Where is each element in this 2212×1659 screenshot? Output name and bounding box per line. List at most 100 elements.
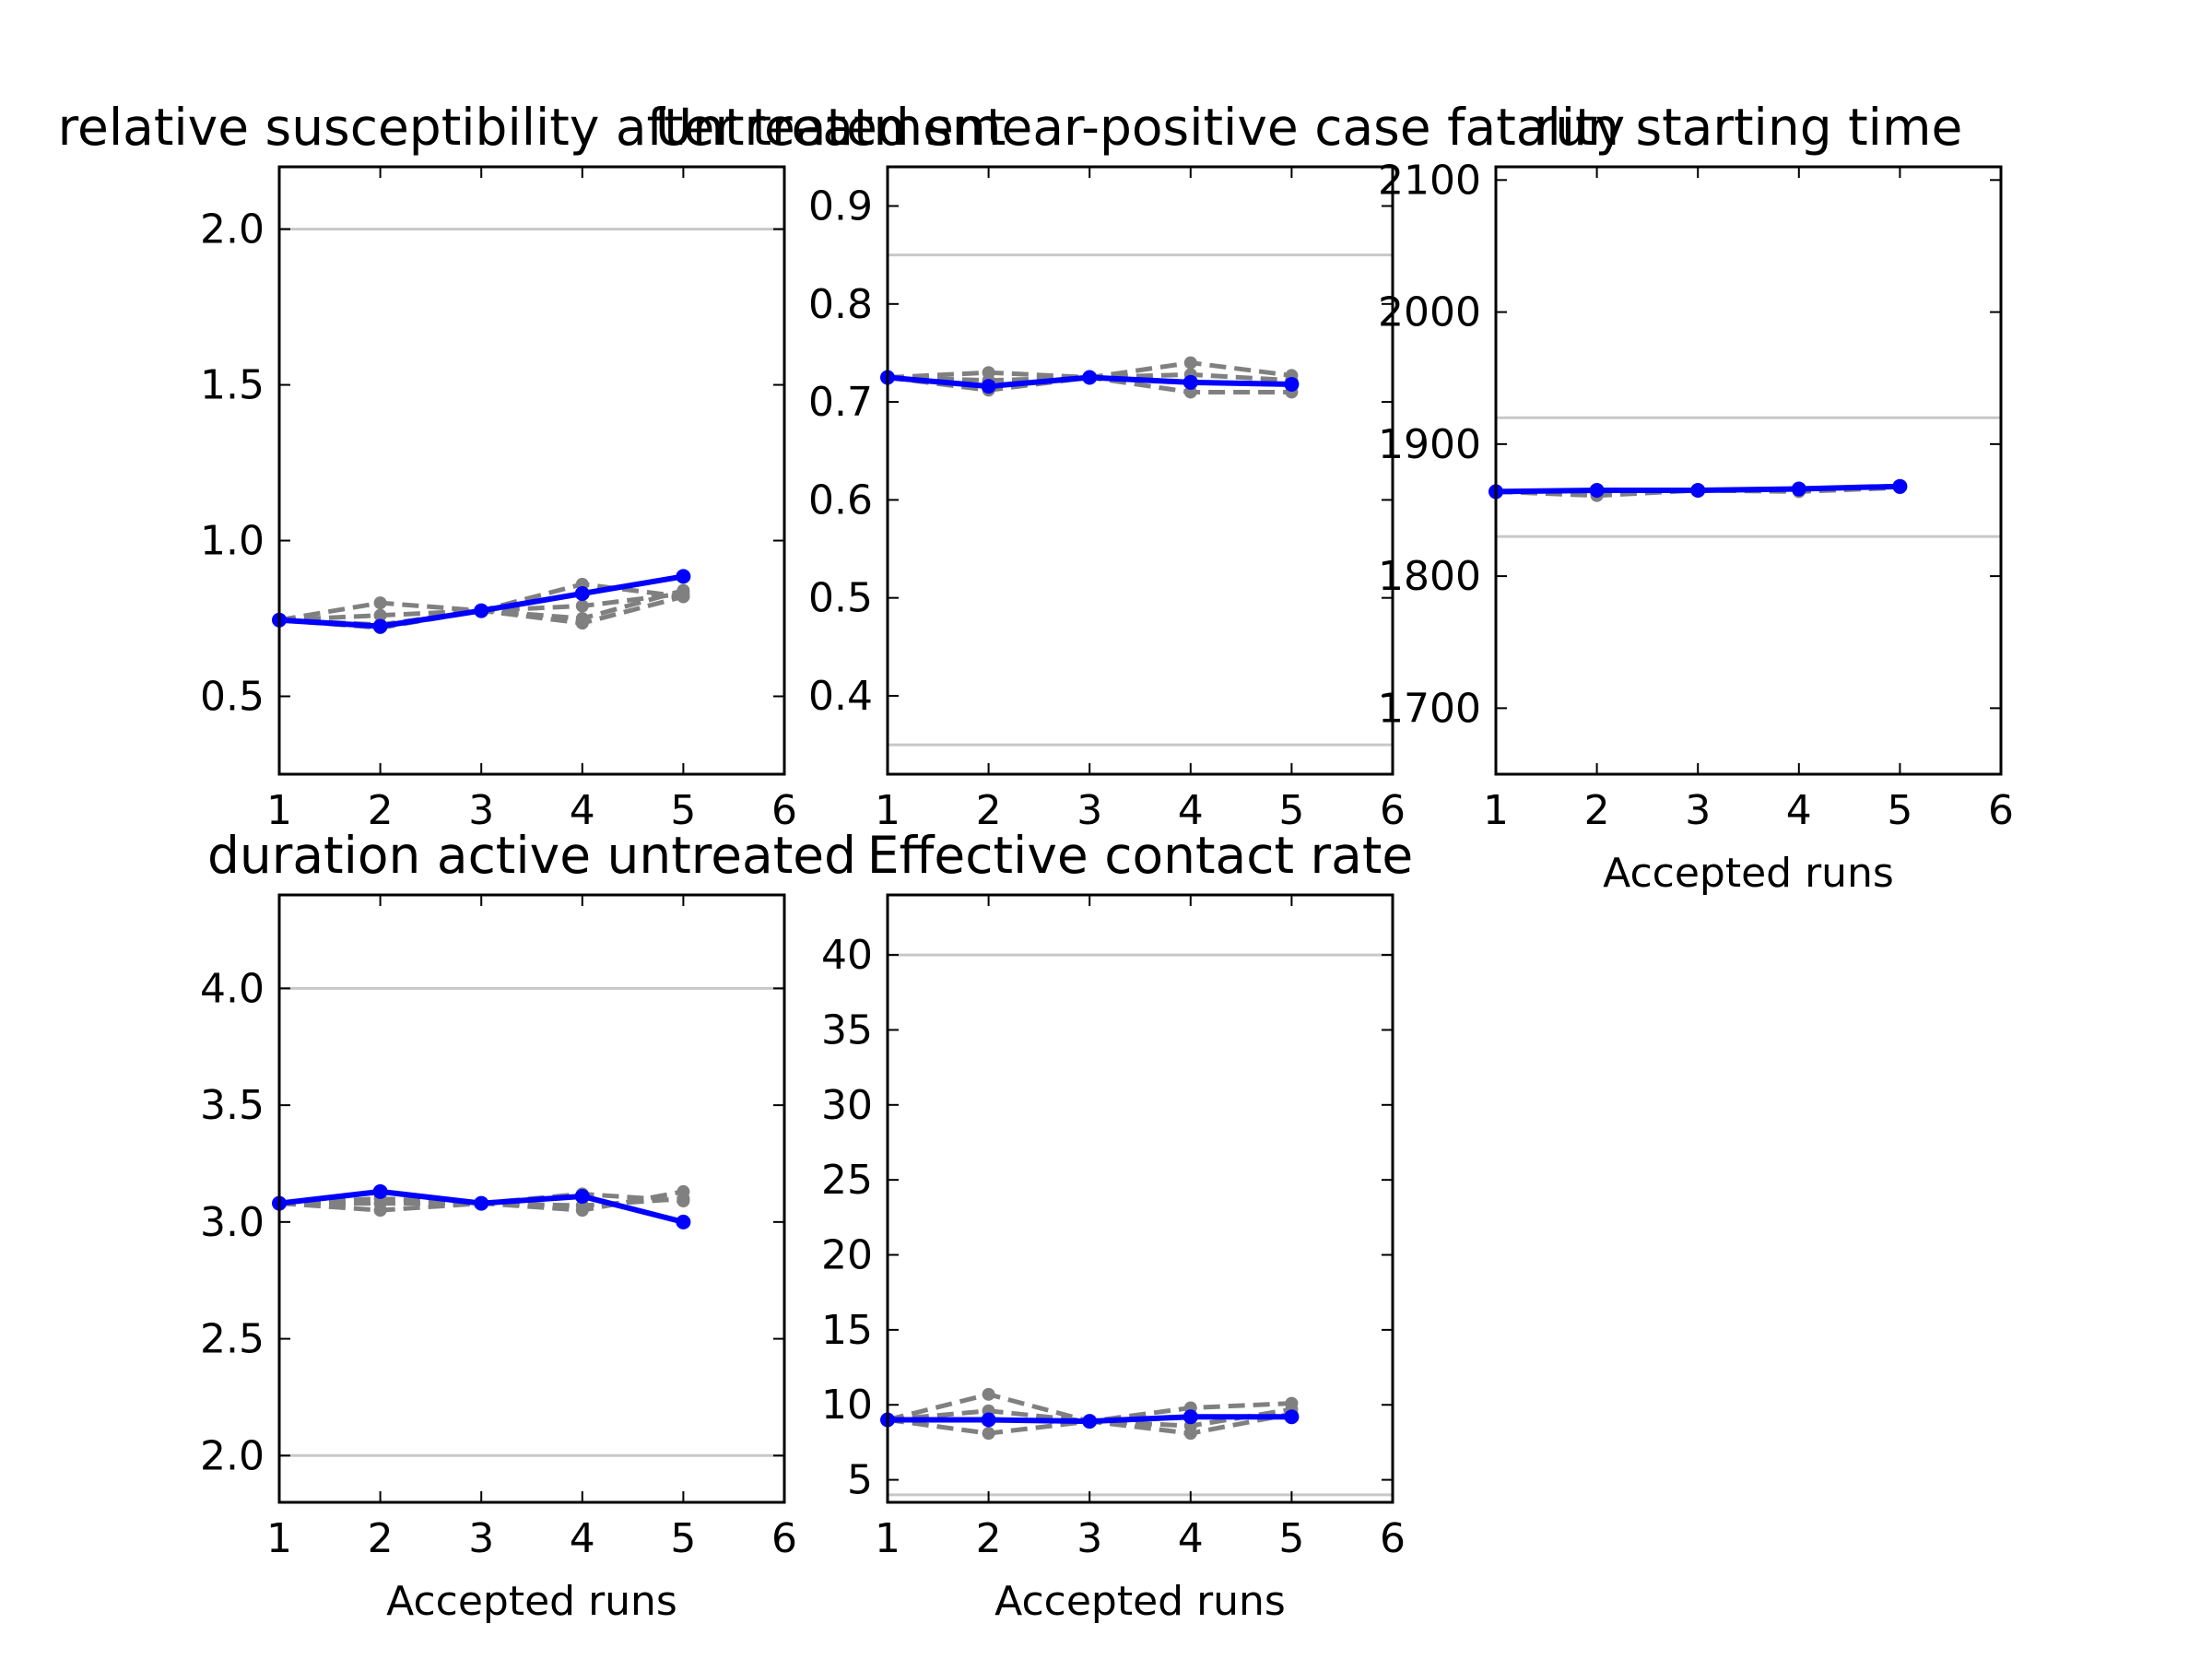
- accepted-point: [372, 1183, 388, 1199]
- panel-5: 1 2 3 4 5 6 5 10 15 20 25 30 35 40 Effective contact r…: [821, 826, 1413, 1625]
- x-tick-label: 1: [875, 1515, 900, 1562]
- x-tick-label: 3: [468, 787, 494, 834]
- y-tick-label: 20: [821, 1232, 873, 1279]
- x-tick-label: 6: [1380, 787, 1406, 834]
- panel-1: 1 2 3 4 5 6 0.5 1.0 1.5 2.0 relative susceptibilit…: [58, 98, 1006, 834]
- panel-3: 1 2 3 4 5 6 1700 1800 1900 2000 2100 run starting t…: [1378, 98, 2014, 897]
- y-tick-label: 2.5: [200, 1316, 265, 1363]
- axes-frame: [886, 165, 1394, 776]
- y-tick-label: 5: [847, 1457, 873, 1504]
- trial-point: [373, 596, 387, 610]
- y-tick-label: 0.6: [808, 477, 873, 524]
- x-tick-label: 6: [1380, 1515, 1406, 1562]
- x-tick-label: 4: [1178, 787, 1204, 834]
- x-tick-label: 2: [1584, 787, 1610, 834]
- y-tick-label: 2.0: [200, 206, 265, 253]
- trial-point: [373, 608, 387, 622]
- accepted-point: [1284, 376, 1300, 392]
- x-tick-label: 1: [266, 787, 292, 834]
- y-tick-label: 2.0: [200, 1432, 265, 1479]
- accepted-point: [981, 1412, 996, 1428]
- axes-frame: [1494, 165, 2003, 776]
- accepted-point: [981, 379, 996, 394]
- panel-title: duration active untreated: [207, 826, 856, 885]
- panel-title: Effective contact rate: [867, 826, 1413, 885]
- x-tick-label: 5: [670, 787, 696, 834]
- accepted-point: [676, 1214, 691, 1230]
- x-tick-label: 5: [1278, 787, 1304, 834]
- y-tick-label: 0.5: [808, 575, 873, 622]
- x-tick-label: 1: [875, 787, 900, 834]
- panel-4: 1 2 3 4 5 6 2.0 2.5 3.0 3.5 4.0 duration active unt…: [200, 826, 856, 1625]
- accepted-point: [1182, 374, 1198, 390]
- y-tick-label: 0.8: [808, 281, 873, 328]
- axes-frame: [277, 893, 786, 1504]
- x-tick-label: 1: [1483, 787, 1509, 834]
- trial-point: [575, 617, 589, 630]
- y-tick-label: 1800: [1378, 553, 1481, 600]
- accepted-point: [1182, 1409, 1198, 1425]
- accepted-point: [676, 569, 691, 584]
- y-tick-label: 3.0: [200, 1199, 265, 1246]
- x-tick-label: 4: [1178, 1515, 1204, 1562]
- y-tick-label: 4.0: [200, 965, 265, 1012]
- x-axis-label: Accepted runs: [386, 1578, 677, 1625]
- y-tick-label: 1900: [1378, 421, 1481, 468]
- accepted-point: [474, 1195, 489, 1211]
- x-tick-label: 4: [1786, 787, 1812, 834]
- panel-title: relative susceptibility after treatment: [58, 98, 1006, 157]
- x-tick-label: 2: [976, 1515, 1002, 1562]
- accepted-point: [1892, 478, 1908, 494]
- y-tick-label: 0.9: [808, 183, 873, 230]
- trial-point: [982, 1387, 995, 1401]
- accepted-point: [1791, 481, 1806, 497]
- x-tick-label: 1: [266, 1515, 292, 1562]
- y-tick-label: 25: [821, 1157, 873, 1204]
- y-tick-label: 10: [821, 1382, 873, 1429]
- x-tick-label: 3: [468, 1515, 494, 1562]
- x-axis-label: Accepted runs: [1603, 850, 1894, 897]
- y-tick-label: 2000: [1378, 289, 1481, 336]
- x-tick-label: 4: [570, 1515, 595, 1562]
- x-tick-label: 3: [1077, 1515, 1102, 1562]
- y-tick-label: 0.4: [808, 673, 873, 720]
- accepted-point: [372, 618, 388, 634]
- accepted-point: [574, 585, 590, 601]
- x-tick-label: 6: [1988, 787, 2014, 834]
- y-tick-label: 40: [821, 932, 873, 979]
- trial-point: [575, 599, 589, 613]
- x-tick-label: 5: [1887, 787, 1912, 834]
- x-axis-label: Accepted runs: [994, 1578, 1286, 1625]
- y-tick-label: 15: [821, 1307, 873, 1354]
- panel-title: run starting time: [1535, 98, 1963, 157]
- x-tick-label: 4: [570, 787, 595, 834]
- axes-frame: [886, 893, 1394, 1504]
- accepted-point: [1284, 1409, 1300, 1425]
- accepted-point: [1082, 1414, 1098, 1430]
- trial-point: [1183, 356, 1197, 370]
- y-tick-label: 3.5: [200, 1082, 265, 1129]
- trial-point: [677, 590, 690, 604]
- x-tick-label: 2: [368, 1515, 394, 1562]
- trial-point: [982, 1427, 995, 1441]
- y-tick-label: 1700: [1378, 685, 1481, 732]
- y-tick-label: 35: [821, 1006, 873, 1053]
- x-tick-label: 5: [1278, 1515, 1304, 1562]
- accepted-point: [574, 1188, 590, 1204]
- y-tick-label: 0.5: [200, 674, 265, 721]
- axes-frame: [277, 165, 786, 776]
- panel-2: 1 2 3 4 5 6 0.4 0.5 0.6 0.7 0.8 0.9 Untreated smear-…: [655, 98, 1625, 834]
- y-tick-label: 1.0: [200, 518, 265, 565]
- accepted-point: [474, 603, 489, 618]
- y-tick-label: 0.7: [808, 379, 873, 426]
- x-tick-label: 2: [976, 787, 1002, 834]
- accepted-point: [1082, 370, 1098, 385]
- x-tick-label: 2: [368, 787, 394, 834]
- accepted-point: [1589, 482, 1605, 498]
- y-tick-label: 1.5: [200, 362, 265, 409]
- x-tick-label: 6: [771, 787, 797, 834]
- panel-title: Untreated smear-positive case fatality: [655, 98, 1625, 157]
- x-tick-label: 5: [670, 1515, 696, 1562]
